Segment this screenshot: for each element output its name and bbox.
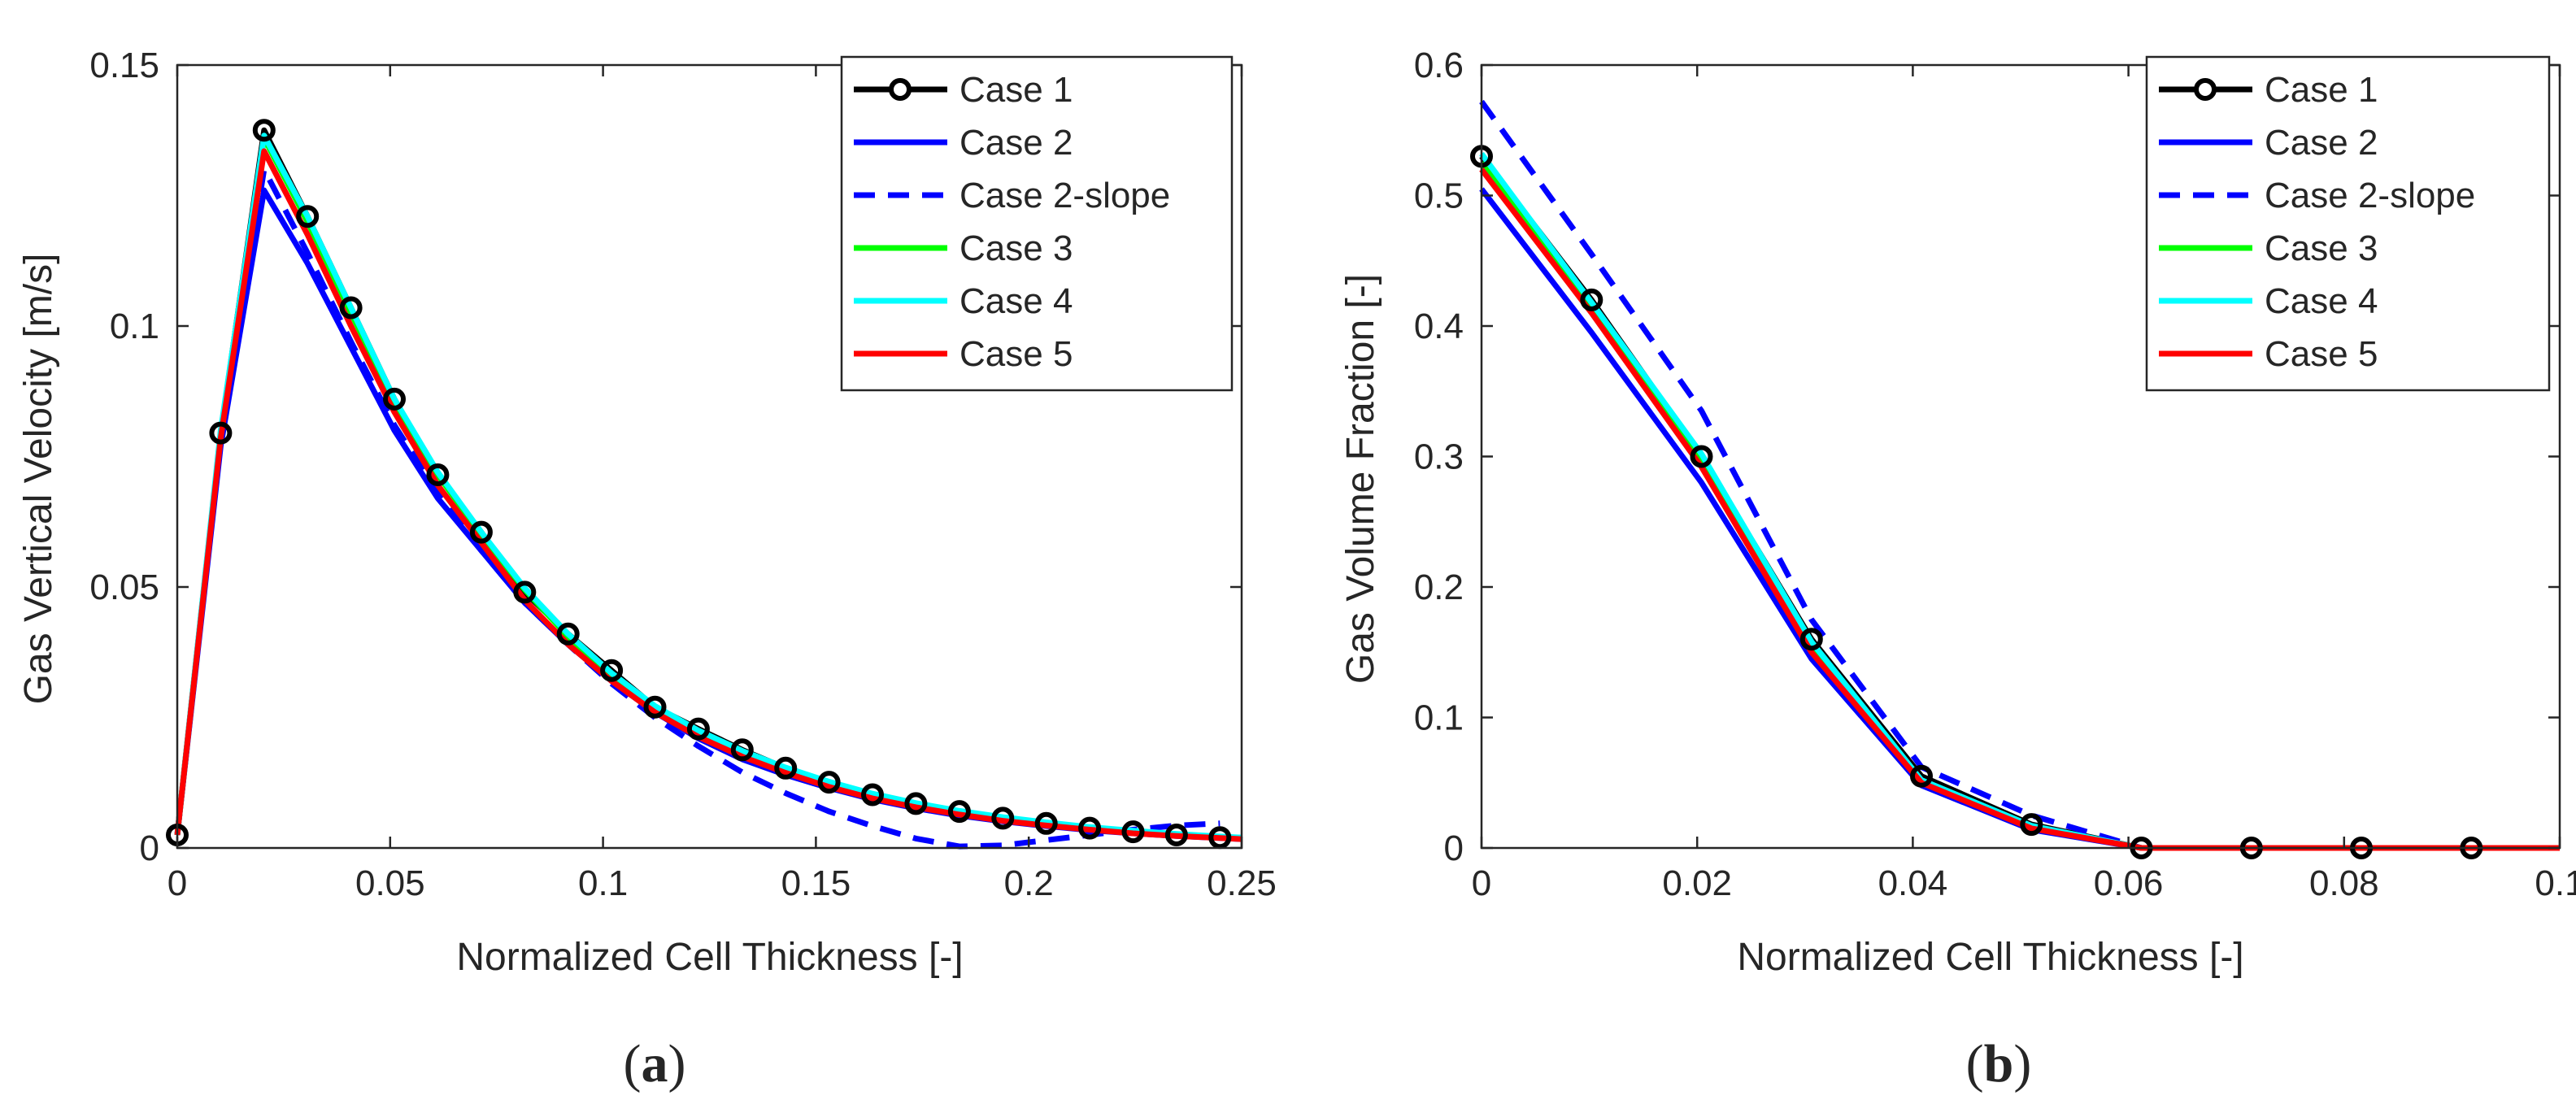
y-tick-label-b-6: 0.5 (1414, 176, 1464, 216)
legend-label-b-1: Case 1 (2265, 70, 2378, 110)
legend-label-a-3: Case 2-slope (959, 176, 1170, 215)
data-point-a-3 (252, 119, 276, 142)
x-axis-label-a: Normalized Cell Thickness [-] (456, 936, 963, 979)
legend-label-a-1: Case 1 (959, 70, 1073, 110)
series-line-b-3 (1479, 99, 2560, 851)
data-point-a-12 (643, 695, 667, 719)
data-point-b-3 (1690, 445, 1713, 468)
data-point-a-25 (1208, 826, 1232, 850)
legend-label-b-3: Case 2-slope (2265, 176, 2475, 215)
axes-box-a (176, 63, 1243, 850)
data-point-a-24 (1164, 824, 1188, 846)
legend-b: Case 1 Case 2 Case 2-slope Case 3 Case 4 Case… (2145, 55, 2551, 392)
legend-box-a (840, 55, 1234, 392)
legend-label-b-6: Case 5 (2265, 334, 2378, 374)
y-tick-label-b-5: 0.4 (1414, 307, 1464, 346)
legend-label-a-2: Case 2 (959, 123, 1073, 163)
legend-label-b-4: Case 3 (2265, 228, 2378, 268)
x-tick-label-a-6: 0.25 (1207, 863, 1277, 903)
legend-label-b-2: Case 2 (2265, 123, 2378, 163)
y-tick-label-b-2: 0.1 (1414, 698, 1464, 738)
data-point-a-15 (774, 756, 798, 780)
axes-layer-a: 0 0.05 0.1 0.15 0.2 0.25 0 0.05 0.1 0.15 (89, 46, 1276, 903)
data-point-a-13 (686, 717, 710, 741)
data-point-a-17 (861, 783, 884, 807)
data-point-a-9 (513, 580, 537, 604)
y-tick-label-a-4: 0.15 (89, 46, 159, 85)
y-tick-label-b-7: 0.6 (1414, 46, 1464, 85)
x-tick-label-a-1: 0 (168, 863, 187, 903)
legend-a: Case 1 Case 2 Case 2-slope Case 3 Case 4 Case… (840, 55, 1234, 392)
x-tick-label-b-1: 0 (1472, 863, 1491, 903)
legend-label-a-4: Case 3 (959, 228, 1073, 268)
data-point-b-2 (1580, 288, 1603, 311)
data-point-a-5 (339, 296, 363, 320)
legend-marker-a-1 (889, 78, 912, 101)
legend-label-a-6: Case 5 (959, 334, 1073, 374)
data-point-a-10 (556, 622, 580, 646)
legend-label-a-5: Case 4 (959, 281, 1073, 321)
x-axis-label-b: Normalized Cell Thickness [-] (1737, 936, 2243, 979)
data-point-a-7 (426, 463, 450, 486)
y-tick-label-a-3: 0.1 (110, 307, 159, 346)
axes-layer-b: 0 0.02 0.04 0.06 0.08 0.1 0 0.1 0.2 0.3 0.4 0.5 0.6 (1414, 46, 2576, 903)
panel-label-a: (a) (624, 1034, 686, 1093)
data-point-a-16 (817, 771, 841, 794)
y-tick-label-b-3: 0.2 (1414, 567, 1464, 607)
data-point-a-20 (991, 807, 1015, 830)
data-point-a-21 (1034, 811, 1058, 835)
x-tick-label-b-4: 0.06 (2094, 863, 2164, 903)
x-tick-label-b-6: 0.1 (2535, 863, 2576, 903)
x-tick-label-a-5: 0.2 (1004, 863, 1054, 903)
panel-label-b: (b) (1966, 1034, 2032, 1093)
y-tick-label-b-1: 0 (1444, 828, 1464, 868)
y-axis-label-a: Gas Vertical Velocity [m/s] (17, 254, 60, 705)
panel-b: 0 0.02 0.04 0.06 0.08 0.100.10.20.30.40.50.6 … (1339, 46, 2576, 1093)
data-point-b-4 (1799, 628, 1823, 651)
x-tick-label-b-3: 0.04 (1878, 863, 1948, 903)
legend-marker-b-1 (2194, 78, 2217, 101)
data-point-a-2 (209, 421, 233, 445)
x-tick-label-a-2: 0.05 (355, 863, 425, 903)
x-tick-label-b-5: 0.08 (2309, 863, 2379, 903)
data-point-a-11 (600, 659, 624, 682)
data-point-a-14 (730, 738, 754, 762)
x-tick-label-a-3: 0.1 (578, 863, 628, 903)
data-point-a-18 (904, 792, 928, 815)
legend-label-b-5: Case 4 (2265, 281, 2378, 321)
data-point-b-5 (1910, 764, 1933, 788)
data-point-a-19 (947, 800, 971, 824)
series-line-a-3 (174, 166, 1221, 850)
y-tick-label-a-1: 0 (140, 828, 159, 868)
series-line-b-6 (1479, 167, 2560, 851)
x-tick-label-b-2: 0.02 (1662, 863, 1732, 903)
data-point-a-6 (383, 387, 406, 411)
x-tick-label-a-4: 0.15 (781, 863, 851, 903)
y-tick-label-b-4: 0.3 (1414, 437, 1464, 477)
data-point-a-23 (1121, 820, 1145, 844)
legend-box-b (2145, 55, 2551, 392)
data-point-b-6 (2020, 813, 2043, 837)
data-point-a-22 (1078, 816, 1102, 840)
data-point-a-4 (296, 205, 320, 228)
y-tick-label-a-2: 0.05 (89, 567, 159, 607)
data-point-a-8 (469, 520, 493, 544)
y-axis-label-b: Gas Volume Fraction [-] (1339, 274, 1382, 684)
